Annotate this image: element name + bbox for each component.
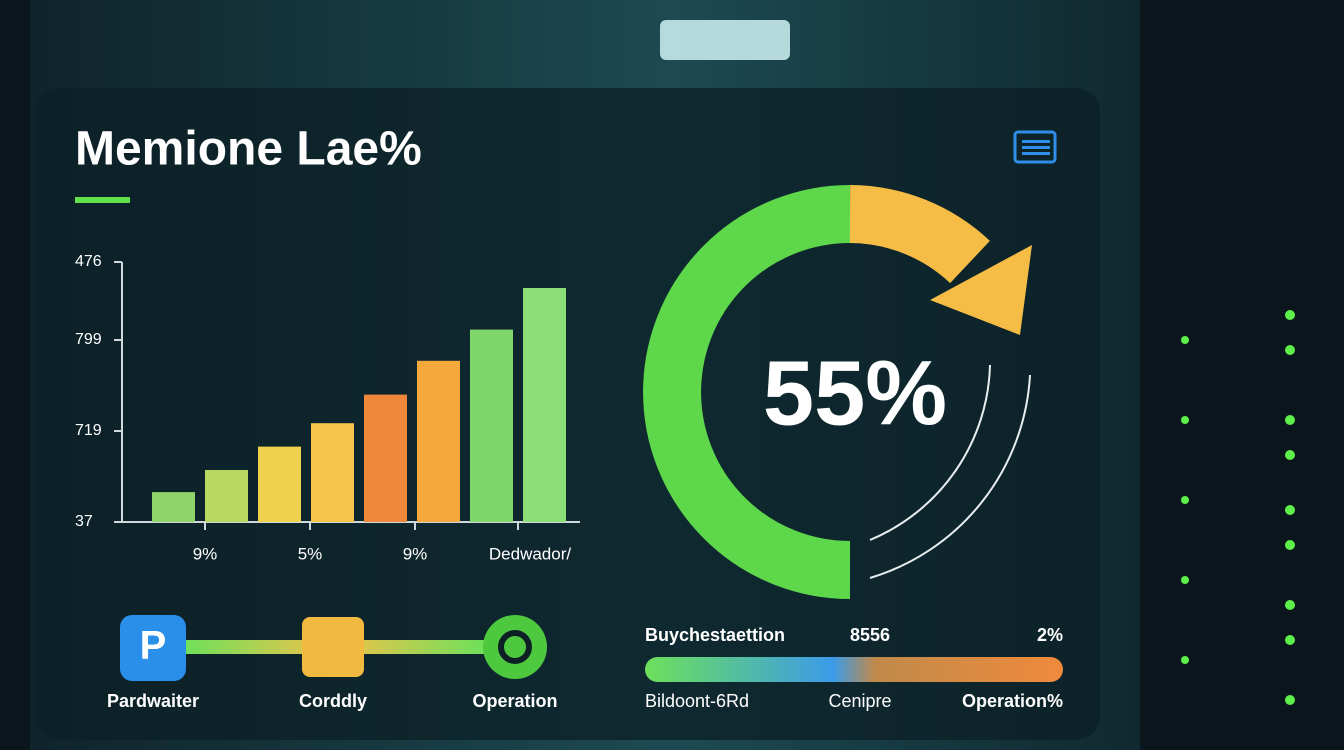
step-label: Corddly [299, 691, 367, 711]
gauge-thin-arc [869, 374, 1031, 579]
progress-label: 8556 [850, 625, 890, 645]
bar [523, 288, 566, 522]
progress-caption: Cenipre [828, 691, 891, 711]
x-tick-label: 5% [298, 544, 323, 563]
gauge-arrow [930, 245, 1032, 335]
progress-bar [645, 657, 1063, 682]
ceiling-light [660, 20, 790, 60]
gauge-arc [643, 185, 851, 599]
step-icon-glyph [498, 630, 532, 664]
step-label: Pardwaiter [107, 691, 199, 711]
x-tick-label: 9% [193, 544, 218, 563]
progress-caption: Bildoont-6Rd [645, 691, 749, 711]
step-label: Operation [472, 691, 557, 711]
y-tick-label: 799 [75, 331, 102, 348]
step-icon [302, 617, 364, 677]
progress-label: Buychestaettion [645, 625, 785, 645]
bar [470, 329, 513, 522]
bar [258, 446, 301, 522]
title: Memione Lae% [75, 123, 422, 176]
bar [152, 492, 195, 522]
step-icon [120, 615, 186, 681]
y-tick-label: 719 [75, 422, 102, 439]
menu-icon[interactable] [1013, 130, 1057, 164]
progress-caption: Operation% [962, 691, 1063, 711]
bar [311, 423, 354, 522]
x-tick-label: 9% [403, 544, 428, 563]
rack-leds [1181, 310, 1295, 705]
progress-label: 2% [1037, 625, 1063, 645]
y-tick-label: 37 [75, 513, 93, 530]
step-icon-glyph: P [140, 624, 167, 668]
bar [364, 394, 407, 522]
step-icon [483, 615, 547, 679]
bar [205, 470, 248, 522]
y-tick-label: 476 [75, 253, 102, 270]
x-tick-label: Dedwador/ [489, 544, 571, 563]
gauge-arc-yellow [849, 185, 990, 284]
server-rack [1140, 0, 1344, 750]
gauge-thin-arc [869, 364, 991, 541]
gauge-label: 55% [763, 342, 947, 444]
left-rack [0, 0, 30, 750]
bar [417, 360, 460, 522]
title-underline [75, 197, 130, 203]
